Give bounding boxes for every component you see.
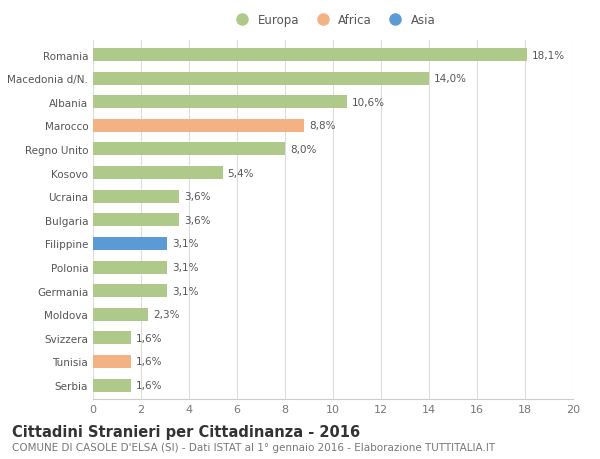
Bar xyxy=(93,214,179,227)
Text: 3,6%: 3,6% xyxy=(184,192,211,202)
Bar xyxy=(93,379,131,392)
Text: 1,6%: 1,6% xyxy=(136,380,163,390)
Bar xyxy=(93,308,148,321)
Text: 10,6%: 10,6% xyxy=(352,98,385,107)
Text: 3,6%: 3,6% xyxy=(184,215,211,225)
Text: 14,0%: 14,0% xyxy=(434,74,467,84)
Bar xyxy=(93,143,285,156)
Bar xyxy=(93,331,131,345)
Text: 3,1%: 3,1% xyxy=(172,263,199,273)
Legend: Europa, Africa, Asia: Europa, Africa, Asia xyxy=(226,10,440,32)
Bar xyxy=(93,167,223,179)
Bar xyxy=(93,355,131,368)
Bar xyxy=(93,285,167,297)
Text: 18,1%: 18,1% xyxy=(532,50,565,61)
Text: 3,1%: 3,1% xyxy=(172,286,199,296)
Text: 2,3%: 2,3% xyxy=(153,309,179,319)
Bar xyxy=(93,120,304,133)
Text: 8,0%: 8,0% xyxy=(290,145,316,155)
Text: Cittadini Stranieri per Cittadinanza - 2016: Cittadini Stranieri per Cittadinanza - 2… xyxy=(12,425,360,440)
Text: 5,4%: 5,4% xyxy=(227,168,254,178)
Text: 1,6%: 1,6% xyxy=(136,357,163,367)
Text: 3,1%: 3,1% xyxy=(172,239,199,249)
Bar xyxy=(93,73,429,85)
Bar xyxy=(93,190,179,203)
Bar xyxy=(93,261,167,274)
Bar xyxy=(93,96,347,109)
Bar xyxy=(93,49,527,62)
Text: COMUNE DI CASOLE D'ELSA (SI) - Dati ISTAT al 1° gennaio 2016 - Elaborazione TUTT: COMUNE DI CASOLE D'ELSA (SI) - Dati ISTA… xyxy=(12,442,495,452)
Text: 1,6%: 1,6% xyxy=(136,333,163,343)
Bar xyxy=(93,237,167,250)
Text: 8,8%: 8,8% xyxy=(309,121,335,131)
